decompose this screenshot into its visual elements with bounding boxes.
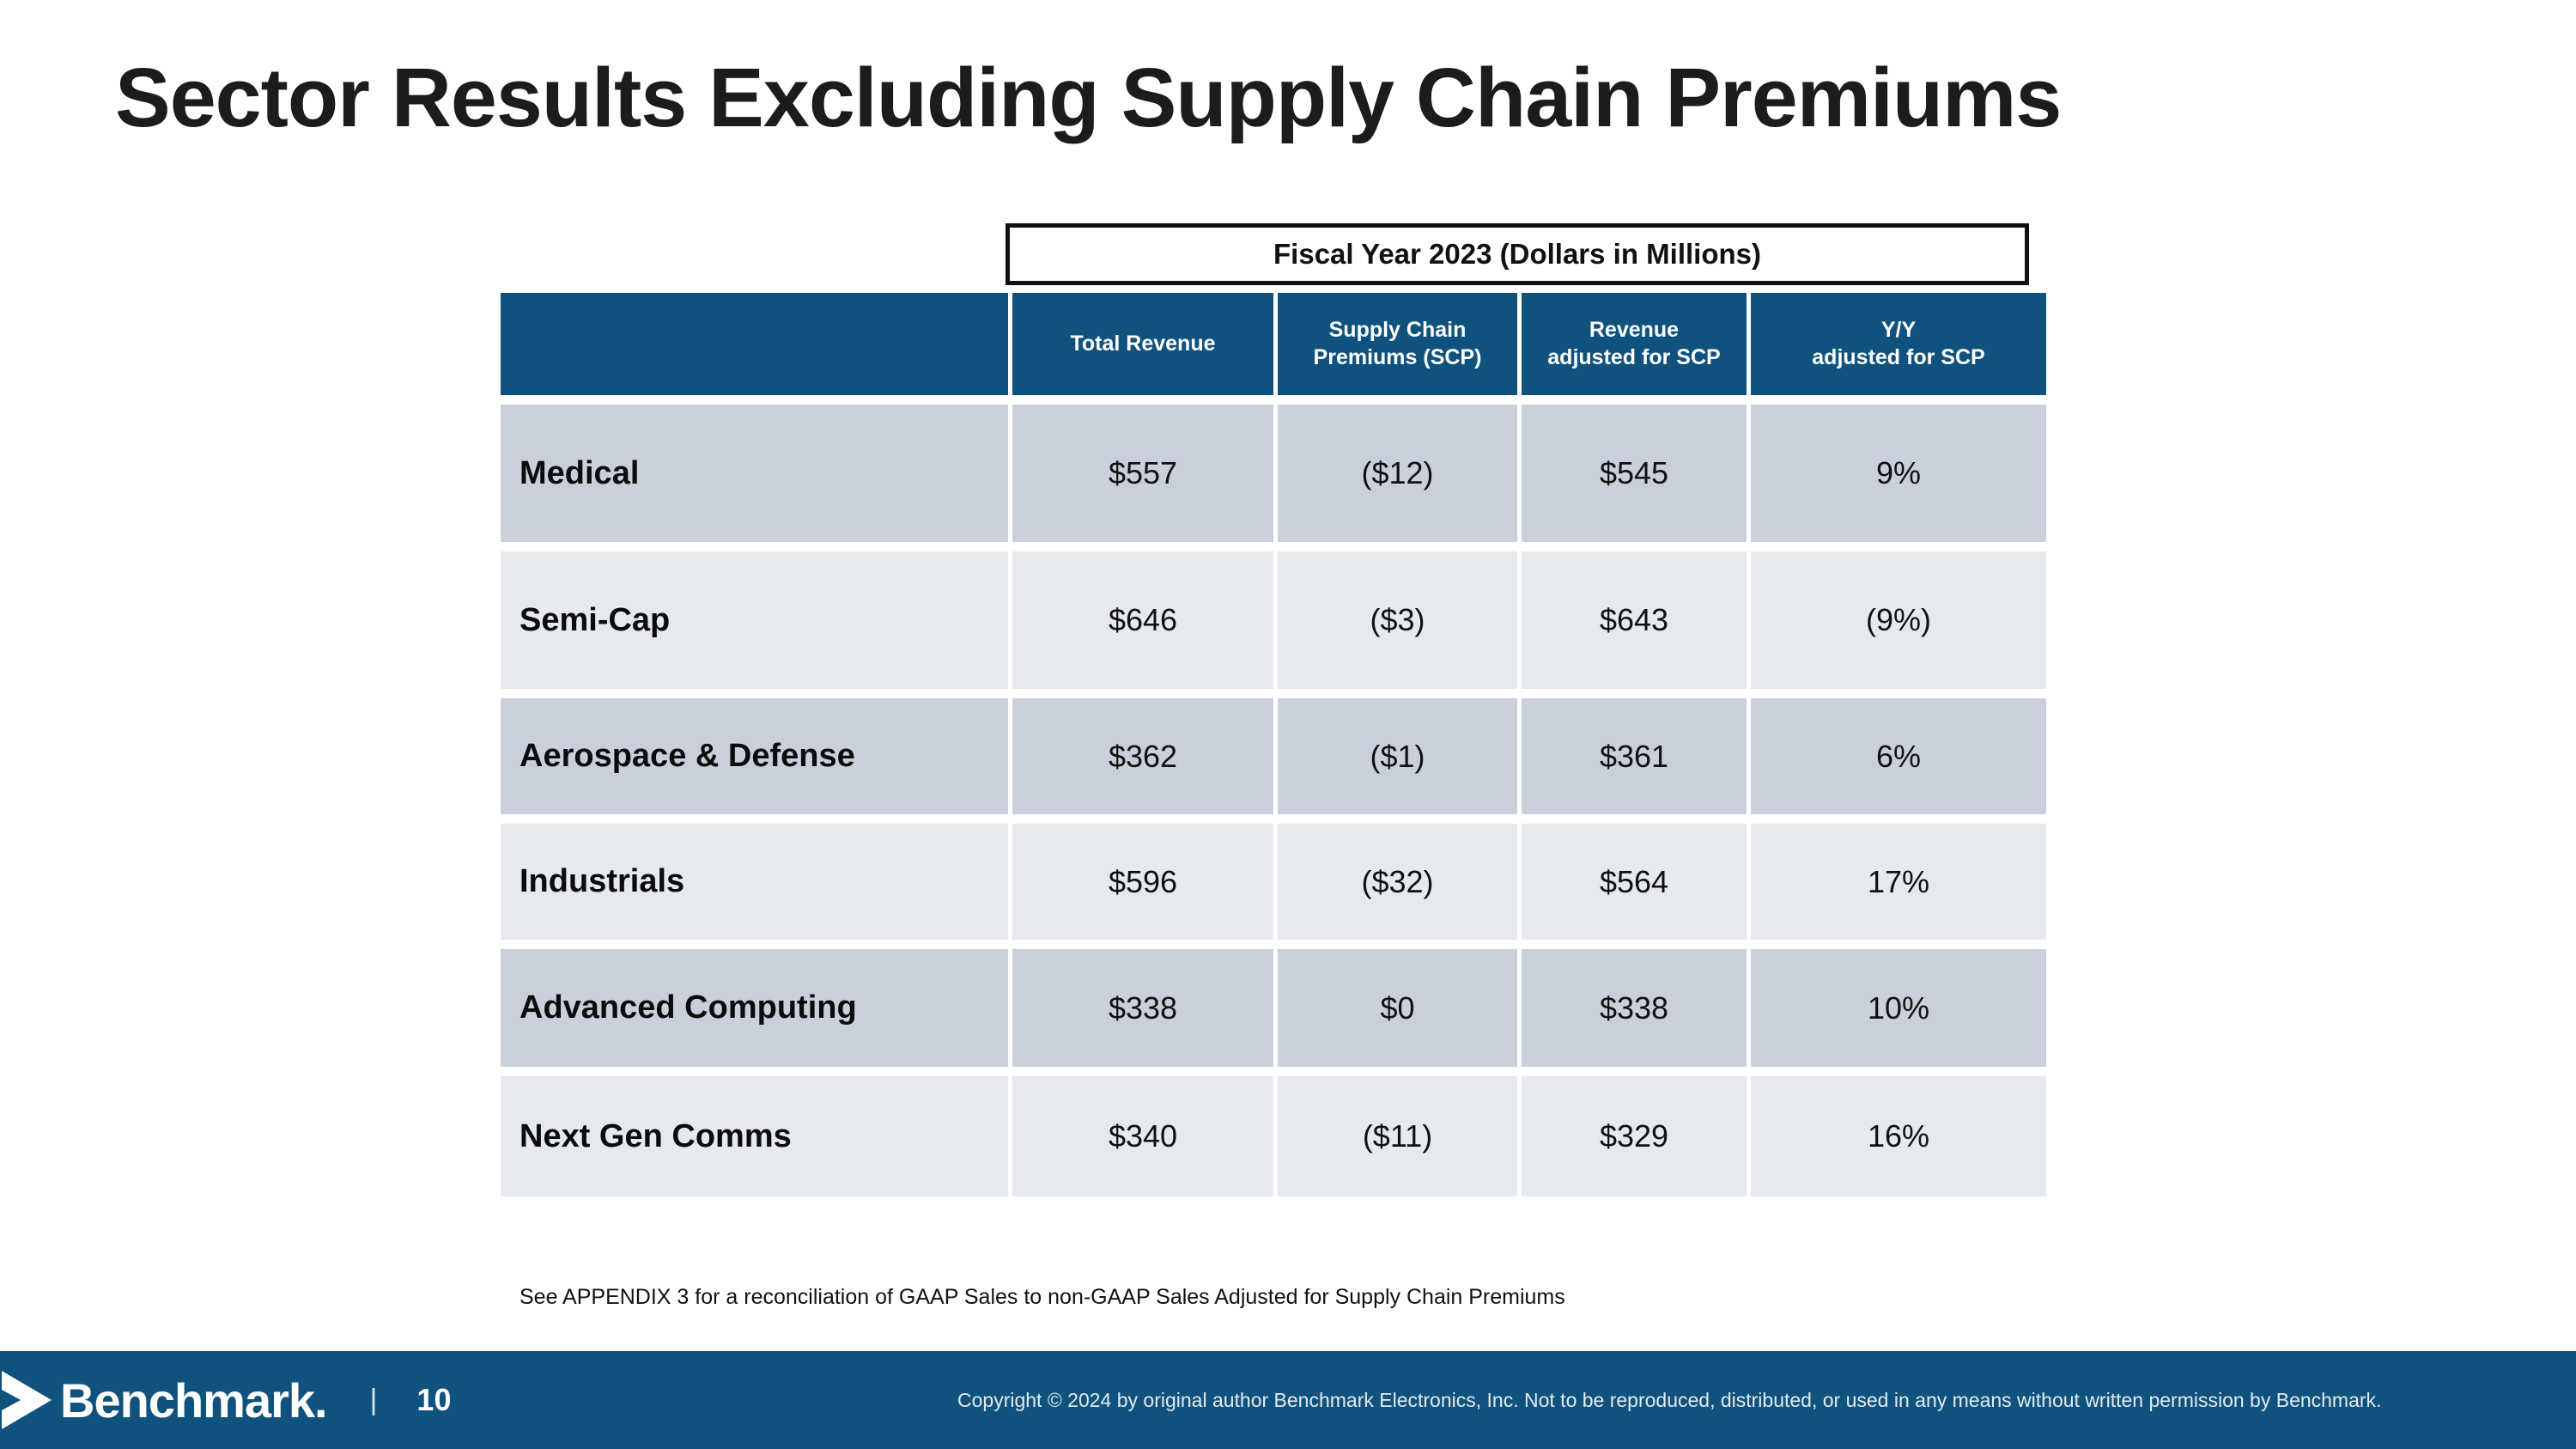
benchmark-logo-text: Benchmark.: [60, 1373, 328, 1428]
cell-next-gen-comms-total-revenue: $340: [1012, 1076, 1273, 1196]
cell-medical-total-revenue: $557: [1012, 405, 1273, 542]
row-label-next-gen-comms: Next Gen Comms: [501, 1076, 1008, 1196]
copyright-text: Copyright © 2024 by original author Benc…: [957, 1388, 2382, 1411]
row-label-industrials: Industrials: [501, 824, 1008, 940]
cell-medical-yoy: 9%: [1751, 405, 2046, 542]
cell-semi-cap-yoy: (9%): [1751, 551, 2046, 689]
cell-aerospace-total-revenue: $362: [1012, 698, 1273, 814]
footer-bar: Benchmark. | 10 Copyright © 2024 by orig…: [0, 1351, 2576, 1449]
cell-advanced-computing-yoy: 10%: [1751, 949, 2046, 1067]
column-header-yoy: Y/Y adjusted for SCP: [1751, 293, 2046, 395]
sector-results-table: Total Revenue Supply Chain Premiums (SCP…: [501, 293, 2046, 1196]
cell-semi-cap-scp: ($3): [1278, 551, 1517, 689]
fiscal-year-caption-text: Fiscal Year 2023 (Dollars in Millions): [1273, 238, 1761, 270]
cell-industrials-total-revenue: $596: [1012, 824, 1273, 940]
cell-next-gen-comms-revenue-adjusted: $329: [1522, 1076, 1747, 1196]
column-header-revenue-adjusted: Revenue adjusted for SCP: [1522, 293, 1747, 395]
cell-aerospace-revenue-adjusted: $361: [1522, 698, 1747, 814]
cell-advanced-computing-total-revenue: $338: [1012, 949, 1273, 1067]
footer-divider: |: [369, 1383, 378, 1416]
column-header-total-revenue: Total Revenue: [1012, 293, 1273, 395]
row-label-semi-cap: Semi-Cap: [501, 551, 1008, 689]
cell-aerospace-scp: ($1): [1278, 698, 1517, 814]
cell-next-gen-comms-yoy: 16%: [1751, 1076, 2046, 1196]
row-label-medical: Medical: [501, 405, 1008, 542]
cell-industrials-revenue-adjusted: $564: [1522, 824, 1747, 940]
cell-semi-cap-revenue-adjusted: $643: [1522, 551, 1747, 689]
cell-next-gen-comms-scp: ($11): [1278, 1076, 1517, 1196]
cell-industrials-scp: ($32): [1278, 824, 1517, 940]
footnote: See APPENDIX 3 for a reconciliation of G…: [519, 1285, 1565, 1309]
cell-aerospace-yoy: 6%: [1751, 698, 2046, 814]
column-header-scp: Supply Chain Premiums (SCP): [1278, 293, 1517, 395]
row-label-aerospace-defense: Aerospace & Defense: [501, 698, 1008, 814]
cell-medical-revenue-adjusted: $545: [1522, 405, 1747, 542]
benchmark-chevron-icon: [2, 1369, 55, 1431]
footer-brand-block: Benchmark. | 10: [0, 1351, 451, 1449]
page-number: 10: [416, 1382, 452, 1417]
table-corner-cell: [501, 293, 1008, 395]
row-label-advanced-computing: Advanced Computing: [501, 949, 1008, 1067]
page-title: Sector Results Excluding Supply Chain Pr…: [115, 51, 2062, 144]
cell-industrials-yoy: 17%: [1751, 824, 2046, 940]
cell-advanced-computing-scp: $0: [1278, 949, 1517, 1067]
fiscal-year-caption: Fiscal Year 2023 (Dollars in Millions): [1005, 223, 2029, 285]
cell-advanced-computing-revenue-adjusted: $338: [1522, 949, 1747, 1067]
cell-medical-scp: ($12): [1278, 405, 1517, 542]
cell-semi-cap-total-revenue: $646: [1012, 551, 1273, 689]
